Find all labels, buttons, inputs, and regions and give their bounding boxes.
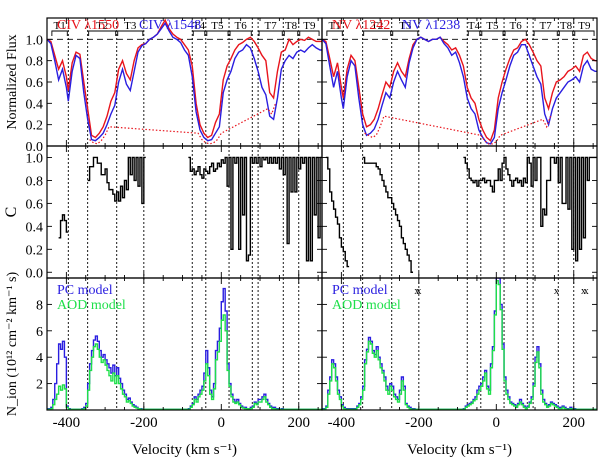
panel-frame [46, 17, 323, 147]
y-tick-label: 1.0 [26, 33, 44, 48]
trough-bracket [258, 30, 283, 36]
legend-entry: CIV λ1548 [139, 18, 201, 33]
legend-entry: CIV λ1550 [57, 18, 119, 33]
trough-bracket [206, 30, 229, 36]
series-line [364, 115, 552, 145]
trough-bracket [192, 30, 206, 36]
trough-label: T5 [486, 20, 499, 32]
trough-bracket [229, 30, 252, 36]
x-axis-label: Velocity (km s⁻¹) [132, 442, 237, 458]
trough-bracket [558, 30, 574, 36]
y-tick-label: 2 [36, 378, 43, 393]
panel-flux-0: T1 T2 T3 T4 T5 T6 T7 T8 T9 0.0 0.2 0.4 0.6 0.8 1.0 Norm… [5, 17, 323, 155]
x-tick-label: -200 [405, 415, 433, 431]
trough-label: T4 [193, 20, 206, 32]
y-tick-label: 0.0 [26, 140, 44, 155]
y-tick-label: 0.8 [26, 55, 44, 70]
trough-label: T7 [265, 20, 278, 32]
panel-frame [321, 277, 598, 411]
series-line [325, 156, 597, 273]
trough-bracket [51, 30, 68, 36]
series-line [58, 156, 322, 262]
panel-col-0: 2 4 6 8 -400 -200 0 200 Velocity (km s⁻¹) N_ion (… [5, 272, 323, 458]
trough-label: T6 [235, 20, 248, 32]
trough-label: T3 [124, 20, 137, 32]
x-tick-label: 0 [218, 415, 226, 431]
y-tick-label: 4 [36, 351, 43, 366]
marker-x: x [554, 286, 559, 297]
trough-label: T2 [371, 20, 383, 32]
series-line [322, 36, 597, 145]
trough-bracket [363, 30, 392, 36]
legend-entry: PC model [332, 283, 388, 298]
series-line [47, 18, 322, 139]
y-axis-label: N_ion (10¹² cm⁻² km⁻¹ s) [5, 272, 20, 417]
trough-label: T5 [211, 20, 224, 32]
x-tick-label: 0 [493, 415, 501, 431]
marker-x: x [584, 286, 589, 297]
y-tick-label: 0.8 [26, 174, 44, 189]
y-tick-label: 1.0 [26, 151, 44, 166]
x-tick-label: 200 [563, 415, 586, 431]
trough-bracket [504, 30, 527, 36]
x-tick-label: -400 [53, 415, 81, 431]
y-axis-label: Normalized Flux [5, 34, 20, 129]
marker-x: x [581, 286, 586, 297]
trough-bracket [88, 30, 117, 36]
trough-bracket [392, 30, 419, 36]
trough-bracket [117, 30, 144, 36]
trough-bracket [299, 30, 320, 36]
y-axis-label: C [3, 207, 20, 218]
y-tick-label: 0.2 [26, 119, 44, 134]
panel-cov-0: 0.0 0.2 0.4 0.6 0.8 1.0 C [3, 145, 323, 281]
y-tick-label: 0.4 [26, 220, 44, 235]
trough-label: T3 [399, 20, 412, 32]
panel-flux-1: T1 T2 T3 T4 T5 T6 T7 T8 T9 NV λ1242 NV λ1238 [321, 17, 598, 147]
series-line [47, 314, 322, 410]
y-tick-label: 0.2 [26, 243, 44, 258]
series-line [322, 36, 597, 142]
legend-entry: NV λ1242 [332, 18, 390, 33]
trough-label: T1 [328, 20, 340, 32]
series-line [47, 22, 322, 142]
trough-label: T9 [303, 20, 316, 32]
trough-label: T8 [285, 20, 298, 32]
trough-label: T4 [468, 20, 481, 32]
trough-bracket [533, 30, 558, 36]
trough-label: T9 [578, 20, 591, 32]
panel-col-1: -400 -200 0 200 Velocity (km s⁻¹) PC modelAOD… [321, 277, 598, 458]
marker-x: x [416, 286, 421, 297]
x-axis-label: Velocity (km s⁻¹) [407, 442, 512, 458]
y-tick-label: 8 [36, 298, 43, 313]
y-tick-label: 0.0 [26, 266, 44, 281]
legend-entry: AOD model [57, 298, 126, 313]
y-tick-label: 0.6 [26, 76, 44, 91]
trough-bracket [326, 30, 343, 36]
y-tick-label: 0.4 [26, 97, 44, 112]
marker-x: x [414, 286, 419, 297]
x-tick-label: 200 [288, 415, 311, 431]
trough-bracket [283, 30, 299, 36]
trough-bracket [574, 30, 595, 36]
panel-cov-1 [321, 145, 598, 279]
trough-label: T7 [540, 20, 553, 32]
y-tick-label: 0.6 [26, 197, 44, 212]
legend-entry: PC model [57, 283, 113, 298]
trough-label: T8 [560, 20, 573, 32]
x-tick-label: -400 [328, 415, 356, 431]
trough-label: T2 [96, 20, 108, 32]
y-tick-label: 6 [36, 325, 43, 340]
trough-bracket [481, 30, 504, 36]
series-line [89, 103, 277, 145]
x-tick-label: -200 [130, 415, 158, 431]
trough-label: T6 [510, 20, 523, 32]
trough-bracket [467, 30, 481, 36]
trough-label: T1 [53, 20, 65, 32]
legend-entry: AOD model [332, 298, 401, 313]
panel-frame [321, 145, 598, 279]
series-line [322, 279, 597, 410]
legend-entry: NV λ1238 [402, 18, 460, 33]
